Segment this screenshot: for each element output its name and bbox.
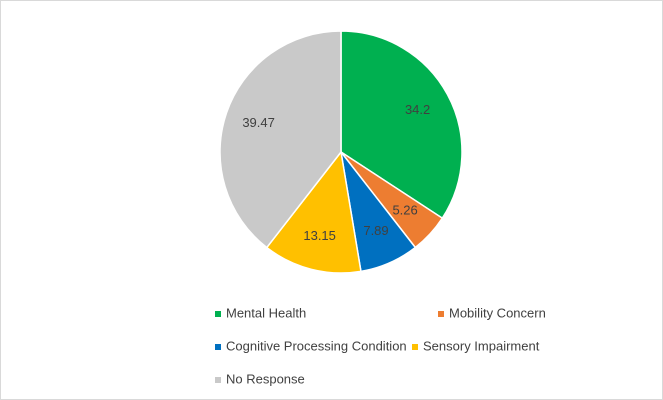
pie-slice: [265, 150, 362, 274]
legend-label: Cognitive Processing Condition: [226, 338, 407, 353]
legend-label: No Response: [226, 371, 305, 386]
data-label: 34.2: [405, 102, 430, 117]
data-label: 7.89: [363, 223, 388, 238]
data-label: 39.47: [242, 115, 275, 130]
pie-slice: [219, 30, 342, 249]
data-label: 13.15: [303, 228, 336, 243]
legend-swatch: [215, 344, 221, 350]
legend-swatch: [412, 344, 418, 350]
legend-label: Mobility Concern: [449, 305, 546, 320]
legend-swatch: [215, 377, 221, 383]
legend-label: Sensory Impairment: [423, 338, 540, 353]
data-label: 5.26: [392, 202, 417, 217]
legend-swatch: [438, 311, 444, 317]
legend-swatch: [215, 311, 221, 317]
legend-label: Mental Health: [226, 305, 306, 320]
